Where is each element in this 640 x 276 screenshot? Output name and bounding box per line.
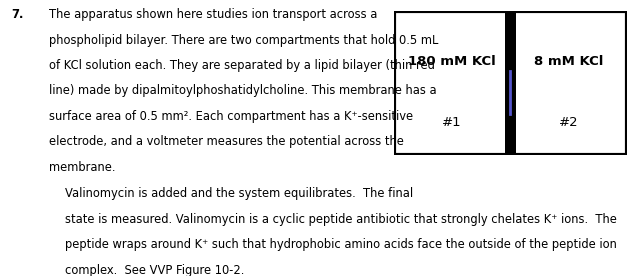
Text: line) made by dipalmitoylphoshatidylcholine. This membrane has a: line) made by dipalmitoylphoshatidylchol…: [49, 84, 436, 97]
Text: #1: #1: [442, 116, 462, 129]
Text: The apparatus shown here studies ion transport across a: The apparatus shown here studies ion tra…: [49, 8, 377, 21]
Bar: [505, 11, 516, 155]
Text: 180 mM KCl: 180 mM KCl: [408, 55, 496, 68]
Text: #2: #2: [559, 116, 579, 129]
Text: 7.: 7.: [12, 8, 24, 21]
Text: of KCl solution each. They are separated by a lipid bilayer (thin red: of KCl solution each. They are separated…: [49, 59, 435, 72]
Text: surface area of 0.5 mm². Each compartment has a K⁺-sensitive: surface area of 0.5 mm². Each compartmen…: [49, 110, 413, 123]
Text: complex.  See VVP Figure 10-2.: complex. See VVP Figure 10-2.: [65, 264, 244, 276]
Text: phospholipid bilayer. There are two compartments that hold 0.5 mL: phospholipid bilayer. There are two comp…: [49, 34, 438, 47]
Text: peptide wraps around K⁺ such that hydrophobic amino acids face the outside of th: peptide wraps around K⁺ such that hydrop…: [65, 238, 616, 251]
Text: state is measured. Valinomycin is a cyclic peptide antibiotic that strongly chel: state is measured. Valinomycin is a cycl…: [65, 213, 616, 226]
Text: 8 mM KCl: 8 mM KCl: [534, 55, 604, 68]
Text: membrane.: membrane.: [49, 161, 115, 174]
Text: electrode, and a voltmeter measures the potential across the: electrode, and a voltmeter measures the …: [49, 135, 403, 148]
Text: Valinomycin is added and the system equilibrates.  The final: Valinomycin is added and the system equi…: [65, 187, 413, 200]
